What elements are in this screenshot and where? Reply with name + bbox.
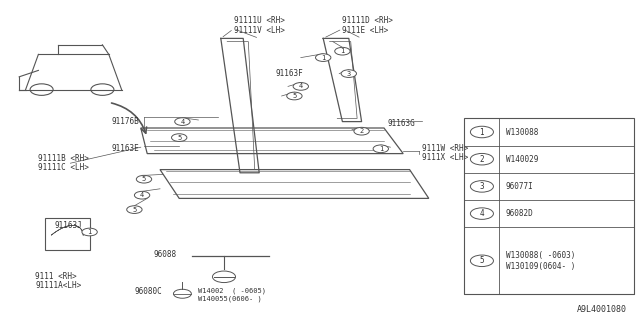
Text: 9111W <RH>: 9111W <RH> (422, 144, 468, 153)
Text: 1: 1 (88, 229, 92, 235)
Text: W130088: W130088 (506, 127, 538, 137)
Text: 91111A<LH>: 91111A<LH> (35, 281, 81, 290)
Circle shape (172, 134, 187, 141)
Circle shape (341, 70, 356, 77)
Text: W130088( -0603)
W130109(0604- ): W130088( -0603) W130109(0604- ) (506, 251, 575, 270)
Text: 96080C: 96080C (134, 287, 162, 296)
Text: 4: 4 (140, 192, 144, 198)
Circle shape (470, 154, 493, 165)
Text: 1: 1 (321, 55, 325, 60)
Text: 91111C <LH>: 91111C <LH> (38, 163, 89, 172)
Text: W140055(0606- ): W140055(0606- ) (198, 296, 262, 302)
Text: W140029: W140029 (506, 155, 538, 164)
Circle shape (175, 118, 190, 125)
Text: 4: 4 (479, 209, 484, 218)
Text: 9111E <LH>: 9111E <LH> (342, 26, 388, 35)
Text: 9111 <RH>: 9111 <RH> (35, 272, 77, 281)
Circle shape (470, 255, 493, 267)
Text: 5: 5 (177, 135, 181, 140)
Text: 91111D <RH>: 91111D <RH> (342, 16, 393, 25)
Circle shape (293, 83, 308, 90)
Text: 91163E: 91163E (112, 144, 140, 153)
Text: A9L4001080: A9L4001080 (577, 305, 627, 314)
Circle shape (335, 47, 350, 55)
Text: 2: 2 (479, 155, 484, 164)
Text: 5: 5 (479, 256, 484, 265)
Text: 96082D: 96082D (506, 209, 533, 218)
Bar (464, 118, 634, 294)
Text: 96088: 96088 (154, 250, 177, 259)
Text: 4: 4 (180, 119, 184, 124)
Circle shape (470, 208, 493, 220)
Circle shape (287, 92, 302, 100)
Text: 91163J: 91163J (54, 221, 82, 230)
Circle shape (470, 181, 493, 192)
Text: 5: 5 (292, 93, 296, 99)
Circle shape (316, 54, 331, 61)
Text: 4: 4 (299, 84, 303, 89)
Circle shape (136, 175, 152, 183)
Text: 9111X <LH>: 9111X <LH> (422, 153, 468, 162)
Circle shape (470, 126, 493, 138)
Text: 91163G: 91163G (387, 119, 415, 128)
Text: 1: 1 (379, 146, 383, 152)
Text: W14002  ( -0605): W14002 ( -0605) (198, 288, 266, 294)
Circle shape (127, 206, 142, 213)
Text: 2: 2 (360, 128, 364, 134)
Text: 91111V <LH>: 91111V <LH> (234, 26, 284, 35)
Circle shape (373, 145, 388, 153)
Circle shape (354, 127, 369, 135)
Text: 96077I: 96077I (506, 182, 533, 191)
Circle shape (134, 191, 150, 199)
Text: 5: 5 (132, 207, 136, 212)
Text: 91111B <RH>: 91111B <RH> (38, 154, 89, 163)
Text: 3: 3 (479, 182, 484, 191)
Text: 1: 1 (340, 48, 344, 54)
Text: 3: 3 (347, 71, 351, 76)
Text: 5: 5 (142, 176, 146, 182)
Circle shape (82, 228, 97, 236)
Text: 91163F: 91163F (275, 69, 303, 78)
Text: 91111U <RH>: 91111U <RH> (234, 16, 284, 25)
Text: 91176B: 91176B (112, 117, 140, 126)
Text: 1: 1 (479, 127, 484, 137)
